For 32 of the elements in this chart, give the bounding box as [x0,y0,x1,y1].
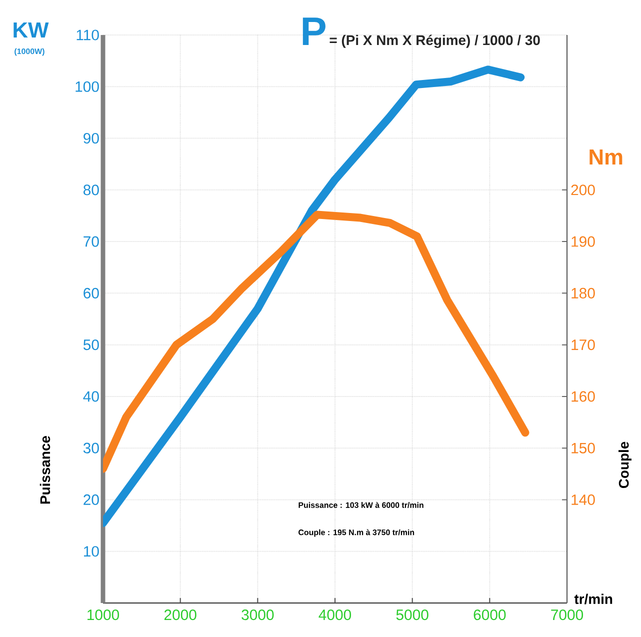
x-tick-label: 2000 [164,610,196,620]
y2-tick-label: 190 [572,236,595,247]
y-tick-label: 20 [84,494,99,506]
x-tick-label: 1000 [88,610,120,620]
y2-tick-label: 150 [572,442,595,454]
y-tick-label: 30 [83,442,99,454]
x-tick-label: 5000 [396,610,428,620]
y2-tick-label: 180 [572,288,595,298]
y-tick-label: 90 [84,132,99,144]
y2-tick-label: 160 [572,391,595,402]
y-axis-title: Puissance [40,436,50,504]
x-tick-label: 3000 [242,610,274,620]
y-tick-label: 60 [84,288,99,298]
y-tick-label: 50 [83,340,99,350]
y2-tick-label: 170 [572,340,595,350]
x-axis-title: tr/min [574,594,612,604]
y2-tick-label: 140 [572,494,595,506]
x-tick-label: 7000 [551,610,584,620]
y-tick-label: 100 [76,81,99,92]
chart-subtitle: = (Pi X Nm X Régime) / 1000 / 30 [330,34,540,48]
y2-axis-title: Couple [618,442,632,488]
chart-title: P [302,18,326,45]
y-tick-label: 10 [84,546,99,557]
text: Nm [590,149,622,165]
y-tick-label: 110 [76,30,99,40]
y2-tick-label: 200 [571,184,595,196]
text: KW [14,22,49,38]
x-tick-label: 4000 [318,610,352,620]
y-tick-label: 80 [84,184,99,196]
y-tick-label: 70 [84,236,99,247]
y-tick-label: 40 [83,391,99,402]
x-tick-label: 6000 [474,610,506,620]
